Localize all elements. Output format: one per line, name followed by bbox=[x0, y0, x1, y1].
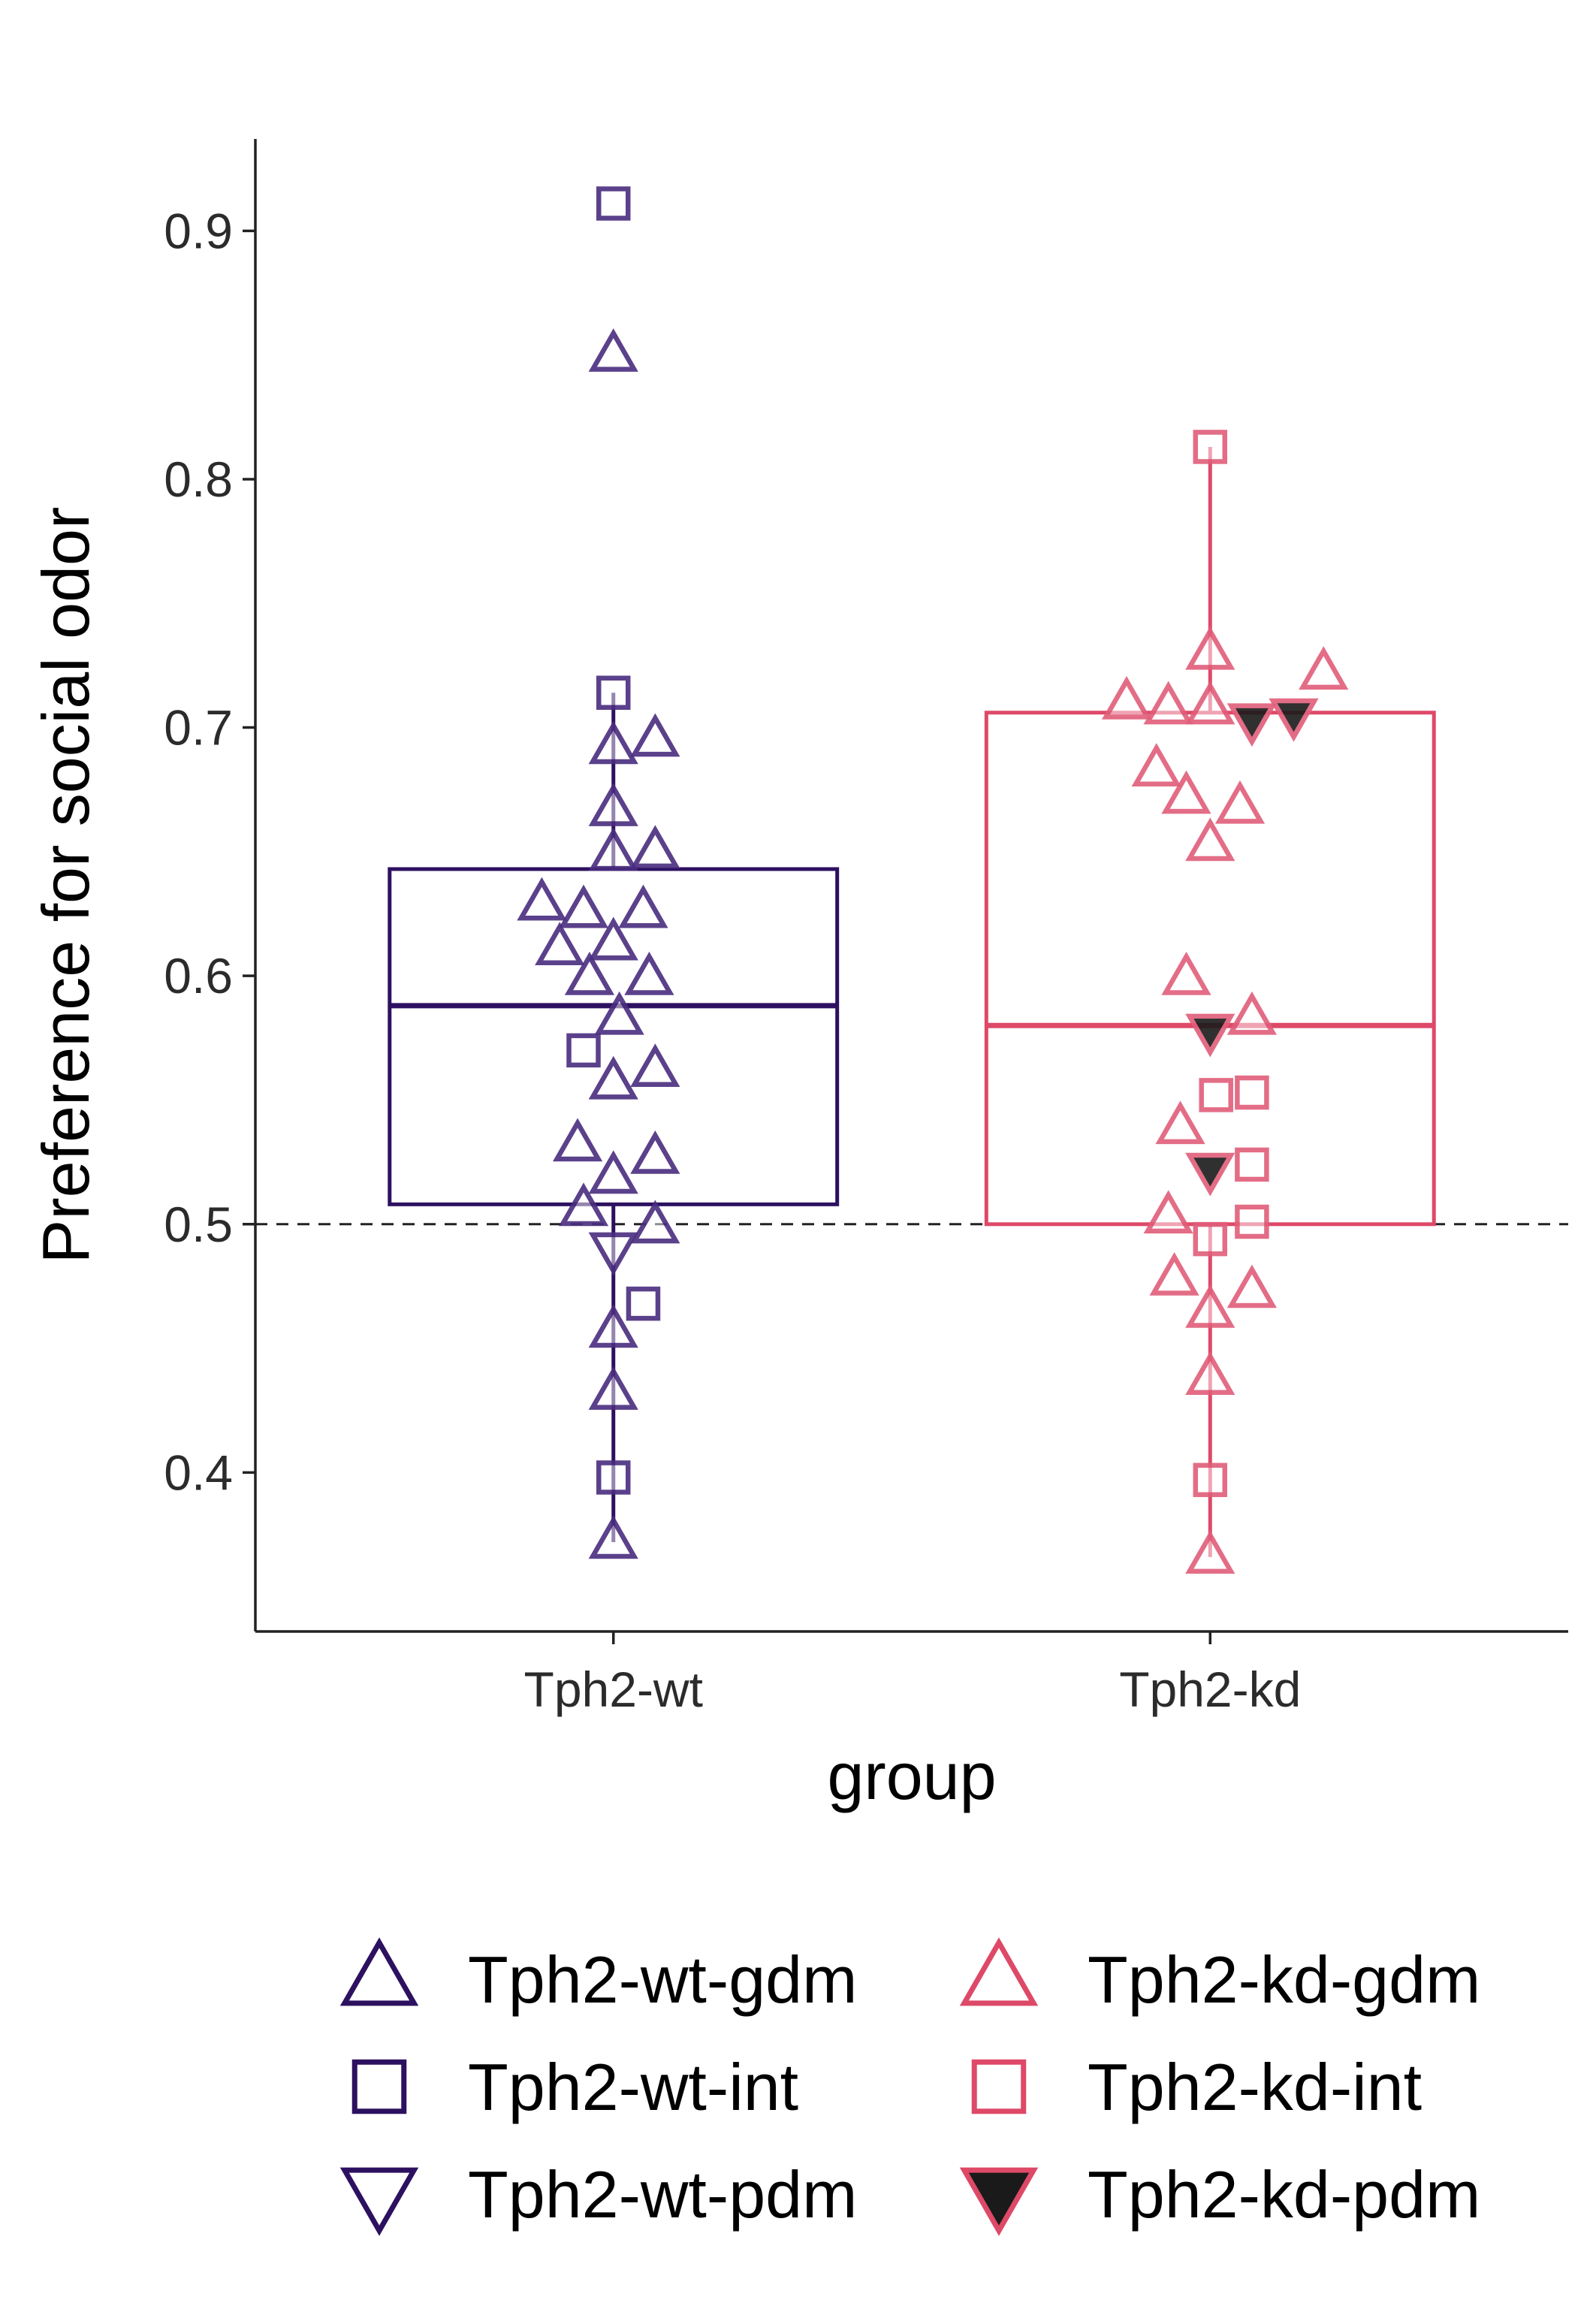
y-tick-label: 0.7 bbox=[164, 700, 233, 756]
data-point bbox=[1101, 675, 1152, 720]
data-point bbox=[1226, 703, 1277, 747]
legend-label: Tph2-kd-gdm bbox=[1088, 1942, 1480, 2017]
data-point bbox=[588, 916, 638, 961]
data-point bbox=[1214, 780, 1266, 824]
point-layer bbox=[517, 186, 1349, 1574]
data-point bbox=[588, 827, 638, 871]
data-point bbox=[596, 186, 631, 221]
legend: Tph2-wt-gdm Tph2-kd-gdm Tph2-wt-int Tph2-kd… bbox=[339, 1937, 1480, 2236]
data-point bbox=[618, 884, 668, 928]
data-point bbox=[1161, 770, 1211, 814]
data-point bbox=[626, 1286, 661, 1321]
data-point bbox=[1185, 817, 1235, 862]
y-tick-label: 0.9 bbox=[164, 203, 233, 258]
x-axis-title: group bbox=[827, 1739, 996, 1813]
data-point bbox=[624, 951, 674, 995]
data-point bbox=[1193, 1221, 1228, 1257]
legend-key bbox=[339, 2167, 419, 2236]
data-point bbox=[630, 825, 680, 869]
legend-label: Tph2-wt-int bbox=[468, 2050, 798, 2124]
data-point bbox=[1185, 1530, 1235, 1574]
data-point bbox=[630, 1043, 680, 1088]
data-point bbox=[558, 1182, 609, 1227]
data-point bbox=[1185, 1152, 1235, 1197]
legend-key bbox=[971, 2059, 1027, 2114]
y-tick-label: 0.8 bbox=[164, 451, 233, 507]
data-point bbox=[588, 1366, 638, 1410]
data-point bbox=[588, 720, 638, 765]
x-tick-label: Tph2-kd bbox=[1119, 1662, 1301, 1717]
box-layer bbox=[388, 446, 1436, 1557]
data-point bbox=[1226, 991, 1277, 1035]
data-point bbox=[1155, 1100, 1205, 1145]
legend-key bbox=[959, 2167, 1039, 2236]
data-point bbox=[1299, 646, 1349, 690]
data-point bbox=[564, 951, 615, 995]
data-point bbox=[596, 675, 631, 711]
data-point bbox=[1185, 1351, 1235, 1396]
legend-key bbox=[959, 1937, 1039, 2006]
data-point bbox=[1193, 1462, 1228, 1498]
legend-key bbox=[351, 2059, 407, 2114]
legend-key bbox=[339, 1937, 419, 2006]
data-point bbox=[588, 328, 638, 372]
y-tick-label: 0.6 bbox=[164, 948, 233, 1004]
data-point bbox=[1235, 1075, 1269, 1110]
data-point bbox=[1161, 951, 1211, 995]
data-point bbox=[1226, 1264, 1277, 1308]
data-point bbox=[594, 991, 644, 1035]
legend-label: Tph2-kd-pdm bbox=[1088, 2157, 1480, 2232]
data-point bbox=[1149, 1251, 1199, 1296]
legend-label: Tph2-kd-int bbox=[1088, 2050, 1422, 2124]
box bbox=[984, 711, 1436, 1227]
legend-label: Tph2-wt-pdm bbox=[468, 2157, 857, 2232]
data-point bbox=[517, 877, 567, 921]
data-point bbox=[552, 1118, 603, 1162]
data-point bbox=[588, 1304, 638, 1348]
data-point bbox=[566, 1033, 601, 1068]
data-point bbox=[588, 1150, 638, 1194]
data-point bbox=[588, 1055, 638, 1100]
legend-label: Tph2-wt-gdm bbox=[468, 1942, 857, 2017]
data-point bbox=[1269, 698, 1319, 742]
data-point bbox=[1185, 626, 1235, 670]
data-point bbox=[630, 1200, 680, 1244]
y-tick-label: 0.5 bbox=[164, 1197, 233, 1252]
data-point bbox=[1193, 430, 1228, 464]
data-point bbox=[630, 1130, 680, 1174]
data-point bbox=[596, 1460, 631, 1495]
data-point bbox=[630, 713, 680, 757]
y-tick-label: 0.4 bbox=[164, 1444, 233, 1500]
axes: 0.4 0.5 0.6 0.7 0.8 0.9 Tph2-wt Tph2-kd bbox=[164, 139, 1568, 1717]
data-point bbox=[588, 783, 638, 826]
data-point bbox=[535, 922, 585, 966]
data-point bbox=[1143, 681, 1193, 725]
data-point bbox=[1199, 1078, 1233, 1112]
y-axis-title: Preference for social odor bbox=[29, 507, 103, 1264]
data-point bbox=[1185, 681, 1235, 725]
data-point bbox=[588, 1232, 638, 1276]
data-point bbox=[1143, 1190, 1193, 1234]
data-point bbox=[1185, 1284, 1235, 1328]
data-point bbox=[1131, 743, 1181, 787]
x-tick-label: Tph2-wt bbox=[524, 1662, 703, 1717]
data-point bbox=[1235, 1147, 1269, 1182]
data-point bbox=[588, 1515, 638, 1559]
data-point bbox=[1185, 1013, 1235, 1058]
data-point bbox=[558, 884, 609, 928]
data-point bbox=[1235, 1204, 1269, 1239]
